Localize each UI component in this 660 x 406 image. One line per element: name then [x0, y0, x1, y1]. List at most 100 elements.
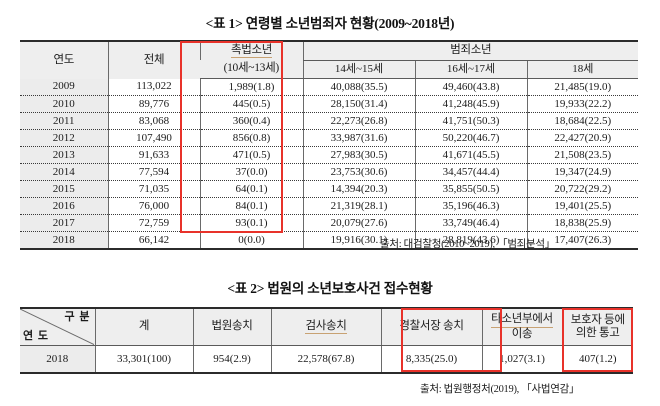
cell-age-18: 21,485(19.0) — [526, 78, 638, 96]
cell-age-14-15: 28,150(31.4) — [302, 95, 415, 113]
table1-col-chokbeop-main-text: 촉법소년 — [230, 44, 272, 59]
cell-total: 33,301(100) — [94, 345, 193, 374]
cell-year: 2010 — [20, 95, 108, 113]
cell-age-14-15: 33,987(31.6) — [302, 129, 415, 147]
cell-chokbeop: 0(0.0) — [199, 231, 303, 250]
cell-age-14-15: 22,273(26.8) — [302, 112, 415, 130]
table1-row: 2016 76,000 84(0.1) 21,319(28.1) 35,196(46.3… — [20, 197, 638, 215]
table2-container: 구 분 연 도 계 법원송치 검사송치 경찰서장 송치 타소년부에서 이송 보호… — [20, 307, 633, 374]
table2-col-guardian-report: 보호자 등에 의한 통고 — [561, 307, 633, 346]
cell-other-juvenile-dept: 1,027(3.1) — [481, 345, 562, 374]
table1-row: 2009 113,022 1,989(1.8) 40,088(35.5) 49,460(… — [20, 78, 638, 96]
cell-age-14-15: 23,753(30.6) — [302, 163, 415, 181]
cell-age-18: 21,508(23.5) — [526, 146, 638, 164]
cell-age-18: 20,722(29.2) — [526, 180, 638, 198]
table1-col-crime-group: 범죄소년 — [302, 40, 638, 61]
cell-age-14-15: 21,319(28.1) — [302, 197, 415, 215]
table1-row: 2015 71,035 64(0.1) 14,394(20.3) 35,855(50.5… — [20, 180, 638, 198]
cell-year: 2011 — [20, 112, 108, 130]
table1-col-age-14-15: 14세~15세 — [302, 60, 415, 79]
cell-total: 66,142 — [107, 231, 200, 250]
cell-chokbeop: 1,989(1.8) — [199, 78, 303, 96]
table2-corner-label-bottom: 연 도 — [23, 330, 49, 343]
cell-chokbeop: 64(0.1) — [199, 180, 303, 198]
cell-year: 2018 — [20, 345, 95, 374]
table2-col-court-transfer: 법원송치 — [192, 307, 271, 346]
cell-total: 77,594 — [107, 163, 200, 181]
table2-title: <표 2> 법원의 소년보호사건 접수현황 — [227, 281, 433, 296]
table2-col-total: 계 — [94, 307, 193, 346]
cell-year: 2013 — [20, 146, 108, 164]
cell-chokbeop: 37(0.0) — [199, 163, 303, 181]
cell-age-16-17: 41,248(45.9) — [414, 95, 527, 113]
table1-header-row-2: (10세~13세) 14세~15세 16세~17세 18세 — [20, 60, 638, 79]
table1-row: 2017 72,759 93(0.1) 20,079(27.6) 33,749(46.4… — [20, 214, 638, 232]
table1-col-year: 연도 — [20, 40, 108, 79]
cell-age-18: 17,407(26.3) — [526, 231, 638, 250]
cell-chokbeop: 360(0.4) — [199, 112, 303, 130]
cell-prosecutor-transfer: 22,578(67.8) — [270, 345, 381, 374]
cell-age-14-15: 20,079(27.6) — [302, 214, 415, 232]
cell-chokbeop: 445(0.5) — [199, 95, 303, 113]
cell-age-16-17: 35,855(50.5) — [414, 180, 527, 198]
cell-year: 2009 — [20, 78, 108, 96]
cell-age-16-17: 28,819(43.6) — [414, 231, 527, 250]
cell-total: 89,776 — [107, 95, 200, 113]
cell-age-16-17: 33,749(46.4) — [414, 214, 527, 232]
cell-age-18: 19,401(25.5) — [526, 197, 638, 215]
table1: 연도 전체 촉법소년 범죄소년 (10세~13세) 14세~15세 16세~17… — [20, 40, 638, 250]
table2-body: 2018 33,301(100) 954(2.9) 22,578(67.8) 8,335… — [20, 345, 633, 374]
table1-row: 2013 91,633 471(0.5) 27,983(30.5) 41,671(45.… — [20, 146, 638, 164]
cell-age-14-15: 19,916(30.1) — [302, 231, 415, 250]
cell-age-16-17: 49,460(43.8) — [414, 78, 527, 96]
cell-age-18: 18,838(25.9) — [526, 214, 638, 232]
cell-chokbeop: 84(0.1) — [199, 197, 303, 215]
cell-total: 76,000 — [107, 197, 200, 215]
table1-row: 2011 83,068 360(0.4) 22,273(26.8) 41,751(50.… — [20, 112, 638, 130]
cell-year: 2017 — [20, 214, 108, 232]
cell-age-18: 19,347(24.9) — [526, 163, 638, 181]
table2-col-other-juvenile-dept: 타소년부에서 이송 — [481, 307, 562, 346]
table2-source-note: 출처: 법원행정처(2019), 「사법연감」 — [420, 384, 580, 395]
cell-total: 83,068 — [107, 112, 200, 130]
table1-col-age-18: 18세 — [526, 60, 638, 79]
table2-col-other-juvenile-dept-line1: 타소년부에서 — [491, 313, 553, 328]
cell-age-18: 19,933(22.2) — [526, 95, 638, 113]
cell-age-16-17: 50,220(46.7) — [414, 129, 527, 147]
cell-year: 2012 — [20, 129, 108, 147]
table1-col-chokbeop-main: 촉법소년 — [199, 40, 303, 60]
table2-row: 2018 33,301(100) 954(2.9) 22,578(67.8) 8,335… — [20, 345, 633, 374]
table2-col-other-juvenile-dept-line2: 이송 — [511, 327, 533, 340]
cell-total: 113,022 — [107, 78, 200, 96]
table2-col-police-chief-transfer: 경찰서장 송치 — [380, 307, 482, 346]
cell-court-transfer: 954(2.9) — [192, 345, 271, 374]
cell-age-16-17: 35,196(46.3) — [414, 197, 527, 215]
table1-body: 2009 113,022 1,989(1.8) 40,088(35.5) 49,460(… — [20, 78, 638, 250]
cell-age-18: 18,684(22.5) — [526, 112, 638, 130]
cell-age-16-17: 41,751(50.3) — [414, 112, 527, 130]
cell-chokbeop: 93(0.1) — [199, 214, 303, 232]
cell-year: 2014 — [20, 163, 108, 181]
table1-header-row-1: 연도 전체 촉법소년 범죄소년 — [20, 40, 638, 79]
cell-total: 91,633 — [107, 146, 200, 164]
table2-head: 구 분 연 도 계 법원송치 검사송치 경찰서장 송치 타소년부에서 이송 보호… — [20, 307, 633, 346]
diagonal-divider-icon — [20, 309, 95, 345]
cell-age-16-17: 41,671(45.5) — [414, 146, 527, 164]
cell-total: 107,490 — [107, 129, 200, 147]
cell-age-14-15: 14,394(20.3) — [302, 180, 415, 198]
cell-total: 71,035 — [107, 180, 200, 198]
table1-col-total: 전체 — [107, 40, 200, 79]
table1-col-chokbeop-sub: (10세~13세) — [200, 60, 303, 79]
table2: 구 분 연 도 계 법원송치 검사송치 경찰서장 송치 타소년부에서 이송 보호… — [20, 307, 633, 374]
cell-year: 2015 — [20, 180, 108, 198]
table2-col-guardian-report-line2: 의한 통고 — [575, 327, 620, 339]
table2-col-prosecutor-transfer: 검사송치 — [270, 307, 381, 346]
cell-age-16-17: 34,457(44.4) — [414, 163, 527, 181]
cell-chokbeop: 471(0.5) — [199, 146, 303, 164]
cell-total: 72,759 — [107, 214, 200, 232]
table1-container: 연도 전체 촉법소년 범죄소년 (10세~13세) 14세~15세 16세~17… — [20, 40, 638, 250]
table2-col-prosecutor-transfer-text: 검사송치 — [305, 320, 347, 335]
table2-corner-label-top: 구 분 — [64, 311, 91, 323]
table1-row: 2014 77,594 37(0.0) 23,753(30.6) 34,457(44.4… — [20, 163, 638, 181]
